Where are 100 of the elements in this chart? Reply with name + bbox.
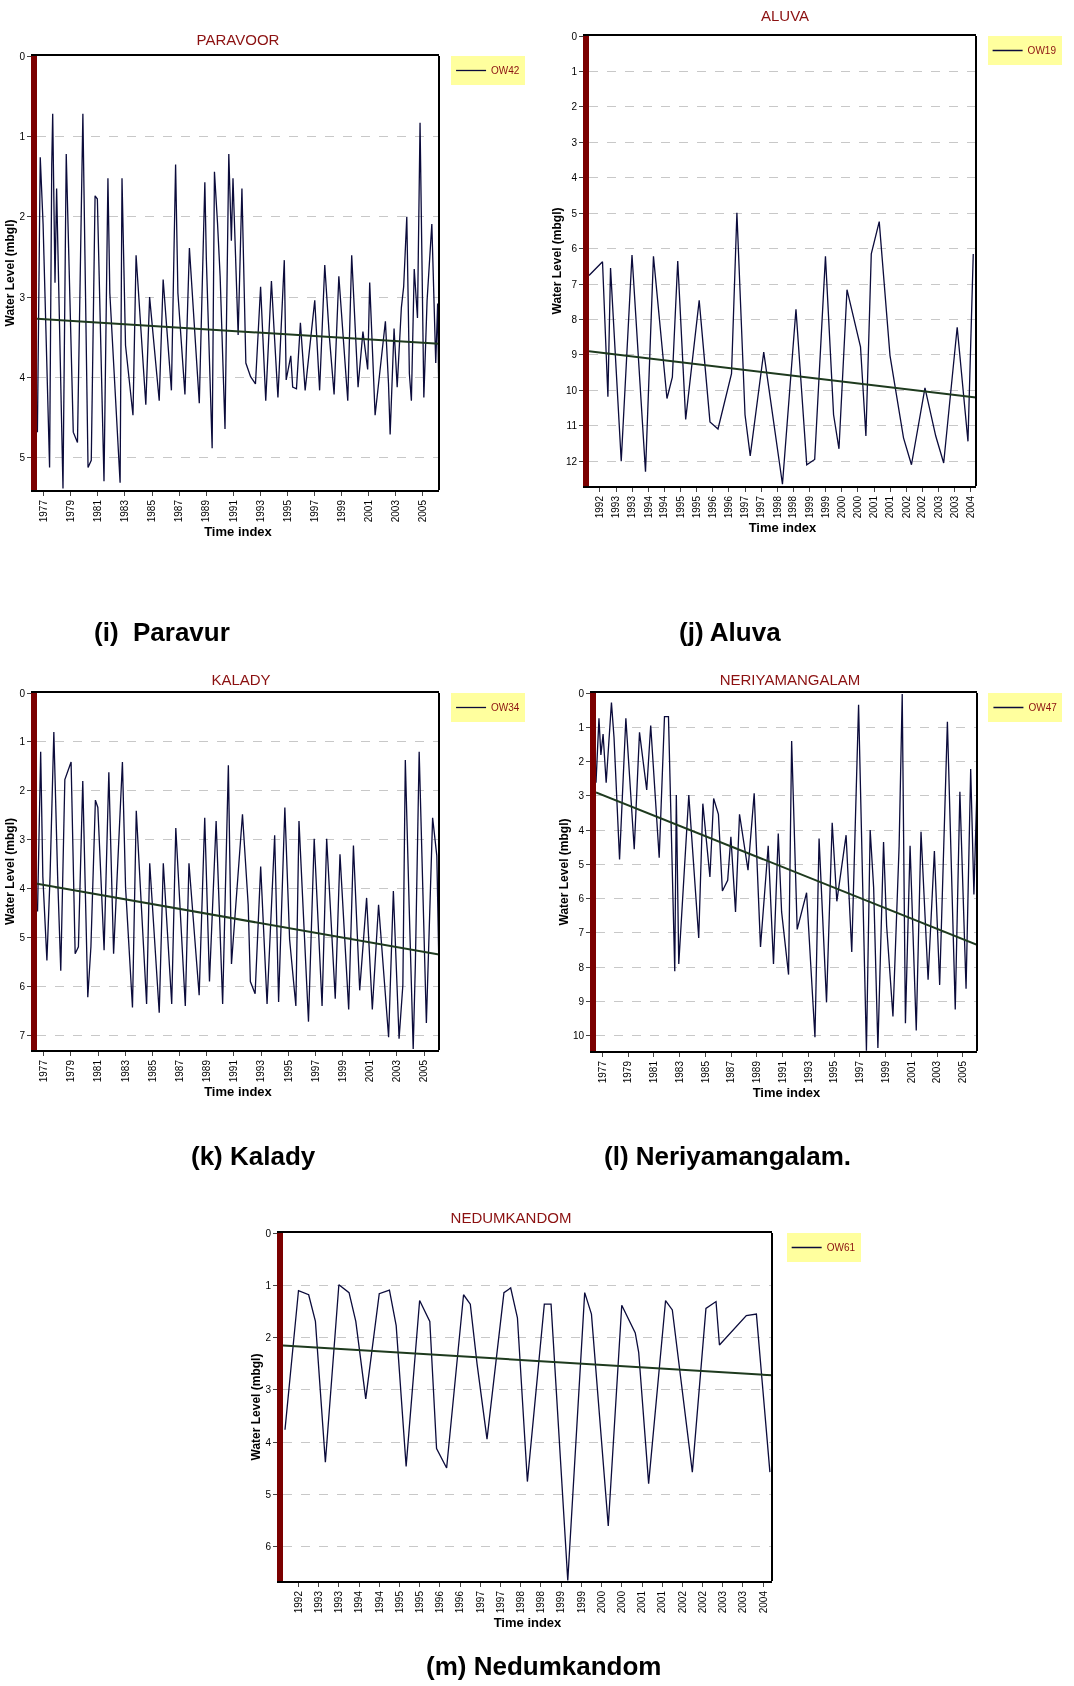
y-tick-label: 0 xyxy=(19,50,26,62)
y-axis-title: Water Level (mbgl) xyxy=(556,818,571,926)
y-tick-label: 10 xyxy=(565,384,578,396)
x-tick-label: 1996 xyxy=(723,495,735,519)
y-tick-label: 1 xyxy=(571,65,578,77)
text: (k) Kalady xyxy=(191,1141,316,1171)
y-tick-label: 1 xyxy=(578,721,585,733)
x-tick-label: 1997 xyxy=(854,1060,866,1084)
line-series xyxy=(37,731,439,1050)
x-tick-label: 1987 xyxy=(725,1060,737,1084)
y-tick-label: 0 xyxy=(265,1227,272,1239)
y-tick-label: 4 xyxy=(19,883,26,895)
x-tick-label: 2005 xyxy=(957,1060,969,1084)
y-tick-label: 9 xyxy=(571,349,578,361)
legend-label: OW61 xyxy=(826,1242,856,1254)
text: (j) Aluva xyxy=(679,617,782,647)
x-tick-label: 1997 xyxy=(308,499,320,523)
y-tick-label: 3 xyxy=(19,291,26,303)
y-tick-label: 5 xyxy=(19,452,26,464)
x-tick-label: 1996 xyxy=(434,1590,446,1614)
x-tick-label: 1981 xyxy=(648,1060,660,1084)
x-tick-label: 1999 xyxy=(879,1060,891,1084)
x-tick-label: 1997 xyxy=(755,495,767,519)
x-tick-label: 2003 xyxy=(931,1060,943,1084)
x-tick-label: 2004 xyxy=(964,495,976,519)
y-tick-label: 8 xyxy=(571,313,578,325)
text: (m) Nedumkandom xyxy=(426,1651,662,1681)
x-tick-label: 1992 xyxy=(292,1590,304,1614)
x-tick-label: 1983 xyxy=(673,1060,685,1084)
x-tick-label: 2001 xyxy=(868,495,880,519)
y-tick-label: 2 xyxy=(578,756,585,768)
x-tick-label: 2002 xyxy=(676,1590,688,1614)
y-tick-label: 3 xyxy=(265,1384,272,1396)
x-tick-label: 2000 xyxy=(852,495,864,519)
x-tick-label: 1977 xyxy=(596,1060,608,1084)
y-tick-label: 5 xyxy=(578,858,585,870)
x-tick-label: 2000 xyxy=(616,1590,628,1614)
x-tick-label: 1997 xyxy=(474,1590,486,1614)
y-tick-label: 3 xyxy=(19,834,26,846)
y-tick-label: 9 xyxy=(578,995,585,1007)
y-axis-title: Water Level (mbgl) xyxy=(3,818,18,925)
x-tick-label: 1979 xyxy=(622,1060,634,1084)
x-tick-label: 1999 xyxy=(575,1590,587,1614)
x-tick-label: 1999 xyxy=(336,1059,348,1083)
y-tick-label: 1 xyxy=(19,736,26,748)
x-axis-title: Time index xyxy=(204,524,273,540)
line-series xyxy=(284,1284,771,1581)
x-tick-label: 2003 xyxy=(389,499,401,523)
x-tick-label: 1998 xyxy=(771,495,783,519)
x-tick-label: 2000 xyxy=(595,1590,607,1614)
x-tick-label: 2003 xyxy=(391,1059,403,1083)
x-tick-label: 2005 xyxy=(418,1059,430,1083)
x-tick-label: 2001 xyxy=(656,1590,668,1614)
x-tick-label: 1995 xyxy=(393,1590,405,1614)
x-tick-label: 2001 xyxy=(362,499,374,523)
y-tick-label: 4 xyxy=(571,172,578,184)
y-axis-title: Water Level (mbgl) xyxy=(249,1353,264,1461)
x-tick-label: 2002 xyxy=(900,495,912,519)
legend-label: OW34 xyxy=(491,702,520,714)
x-tick-label: 2002 xyxy=(916,495,928,519)
x-tick-label: 2002 xyxy=(696,1590,708,1614)
y-tick-label: 11 xyxy=(566,420,578,432)
x-tick-label: 1989 xyxy=(200,499,212,523)
x-tick-label: 2001 xyxy=(884,495,896,519)
text: (l) Neriyamangalam. xyxy=(604,1141,852,1171)
y-tick-label: 6 xyxy=(265,1541,272,1553)
y-tick-label: 2 xyxy=(571,101,578,113)
x-tick-label: 1997 xyxy=(739,495,751,519)
x-axis-title: Time index xyxy=(748,520,818,536)
x-tick-label: 1995 xyxy=(281,499,293,523)
x-tick-label: 1996 xyxy=(706,495,718,519)
x-tick-label: 1994 xyxy=(353,1590,365,1614)
y-tick-label: 5 xyxy=(19,932,26,944)
x-tick-label: 2005 xyxy=(417,499,429,523)
y-axis-title: Water Level (mbgl) xyxy=(3,219,18,327)
x-tick-label: 1995 xyxy=(690,495,702,519)
y-tick-label: 3 xyxy=(578,790,585,802)
legend-label: OW47 xyxy=(1028,702,1058,714)
y-tick-label: 5 xyxy=(265,1489,272,1501)
x-tick-label: 1977 xyxy=(38,499,50,523)
x-tick-label: 1997 xyxy=(494,1590,506,1614)
x-tick-label: 1998 xyxy=(515,1590,527,1614)
x-tick-label: 2001 xyxy=(363,1059,375,1083)
y-tick-label: 4 xyxy=(19,371,26,383)
x-tick-label: 1995 xyxy=(674,495,686,519)
x-tick-label: 1999 xyxy=(803,495,815,519)
x-tick-label: 1993 xyxy=(610,495,622,519)
x-tick-label: 1994 xyxy=(658,495,670,519)
y-tick-label: 6 xyxy=(571,243,578,255)
x-tick-label: 1993 xyxy=(626,495,638,519)
x-tick-label: 1981 xyxy=(92,499,104,523)
line-series xyxy=(589,212,974,485)
y-tick-label: 6 xyxy=(19,980,26,992)
chart-title: KALADY xyxy=(211,671,271,689)
x-tick-label: 1998 xyxy=(787,495,799,519)
y-tick-label: 12 xyxy=(565,455,578,467)
legend-label: OW42 xyxy=(491,65,520,77)
y-tick-label: 4 xyxy=(578,824,585,836)
x-tick-label: 1999 xyxy=(819,495,831,519)
x-tick-label: 1993 xyxy=(255,1059,267,1083)
